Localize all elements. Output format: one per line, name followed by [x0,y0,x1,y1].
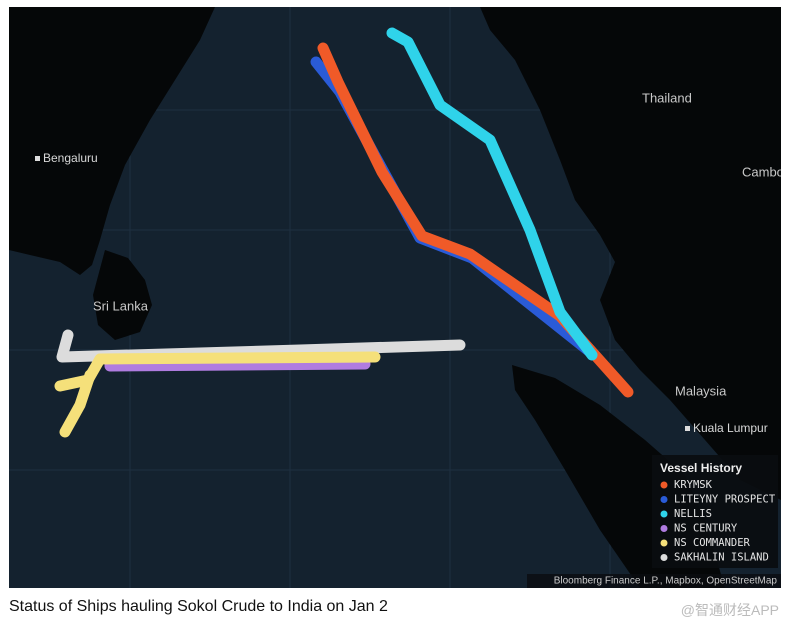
legend-swatch [660,496,668,503]
city-dot [35,156,40,161]
city-dot [685,426,690,431]
track [54,351,381,392]
legend-label: NS COMMANDER [674,537,751,549]
map-body: Bengaluru Kuala Lumpur Sri Lanka Thailan… [9,7,784,588]
legend-label: NS CENTURY [674,523,738,535]
country-label: Malaysia [675,383,727,398]
caption: Status of Ships hauling Sokol Crude to I… [9,598,388,615]
country-label: Thailand [642,90,692,105]
legend: Vessel History KRYMSK LITEYNY PROSPECT NEL… [652,455,778,568]
legend-swatch [660,481,668,489]
legend-title: Vessel History [660,461,742,475]
place-label: Kuala Lumpur [693,421,768,435]
legend-swatch [660,525,668,532]
country-label: Sri Lanka [93,298,149,313]
attribution-box [527,574,781,588]
map: Bengaluru Kuala Lumpur Sri Lanka Thailan… [9,7,784,588]
place-label: Bengaluru [43,151,98,165]
legend-label: KRYMSK [674,479,713,491]
track [59,369,96,438]
legend-label: LITEYNY PROSPECT [674,494,776,506]
tracks [54,27,634,438]
legend-swatch [660,510,668,518]
legend-label: SAKHALIN ISLAND [674,552,769,564]
legend-swatch [660,539,668,547]
legend-swatch [660,554,668,561]
watermark: @智通财经APP [680,602,779,618]
country-label: Cambo [742,164,784,179]
legend-label: NELLIS [674,508,712,520]
attribution: Bloomberg Finance L.P., Mapbox, OpenStre… [554,576,778,587]
track [104,358,371,372]
track [386,27,598,361]
legend-box [652,455,778,568]
